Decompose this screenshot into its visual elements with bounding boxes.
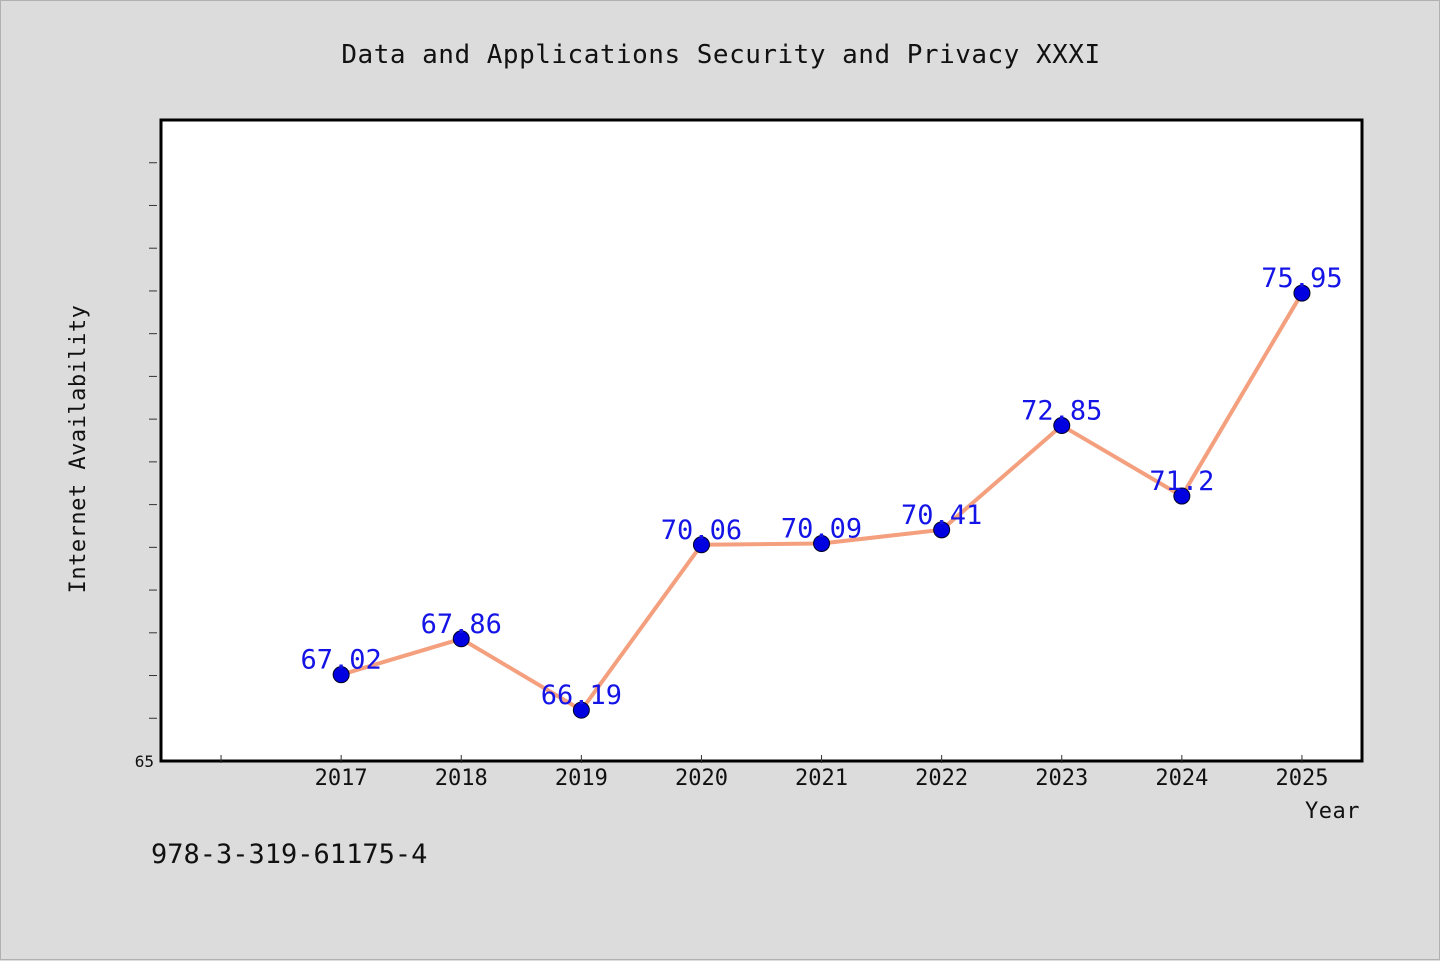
- data-point: [1293, 284, 1311, 302]
- data-label: 70.09: [781, 513, 862, 544]
- data-point: [572, 701, 590, 719]
- x-tick-labels: 2017 2018 2019 2020 2021 2022 2023 2024 2025: [315, 766, 1329, 791]
- data-label: 70.06: [661, 515, 742, 546]
- x-tick-label: 2023: [1035, 766, 1088, 791]
- data-label: 71.2: [1149, 466, 1214, 497]
- data-point: [692, 536, 710, 554]
- data-point: [332, 666, 350, 684]
- data-point: [452, 630, 470, 648]
- data-label: 66.19: [541, 680, 622, 711]
- data-label: 67.86: [421, 609, 502, 640]
- isbn-text: 978-3-319-61175-4: [151, 839, 427, 870]
- x-tick-label: 2021: [795, 766, 848, 791]
- plot-area: [159, 118, 1364, 763]
- x-tick-label: 2020: [675, 766, 728, 791]
- data-label: 72.85: [1021, 396, 1102, 427]
- y-tick-label: 65: [135, 752, 154, 771]
- data-labels: 67.02 67.86 66.19 70.06 70.09 70.41 72.85 71.2 7…: [301, 263, 1343, 711]
- series-markers: [332, 284, 1311, 719]
- x-tick-label: 2019: [555, 766, 608, 791]
- x-tick-label: 2024: [1155, 766, 1208, 791]
- x-tick-label: 2025: [1275, 766, 1328, 791]
- data-label: 75.95: [1261, 263, 1342, 294]
- data-point: [813, 534, 831, 552]
- data-label: 67.02: [301, 645, 382, 676]
- y-axis-ticks: [149, 162, 157, 719]
- data-point: [933, 521, 951, 539]
- chart-title: Data and Applications Security and Priva…: [341, 40, 1100, 70]
- data-label: 70.41: [901, 500, 982, 531]
- x-axis-label: Year: [1305, 799, 1360, 824]
- x-tick-label: 2017: [315, 766, 368, 791]
- x-tick-label: 2018: [435, 766, 488, 791]
- data-point: [1173, 487, 1191, 505]
- x-tick-label: 2022: [915, 766, 968, 791]
- x-axis-ticks: [220, 755, 1303, 763]
- data-point: [1053, 417, 1071, 435]
- y-axis-label: Internet Availability: [66, 305, 91, 594]
